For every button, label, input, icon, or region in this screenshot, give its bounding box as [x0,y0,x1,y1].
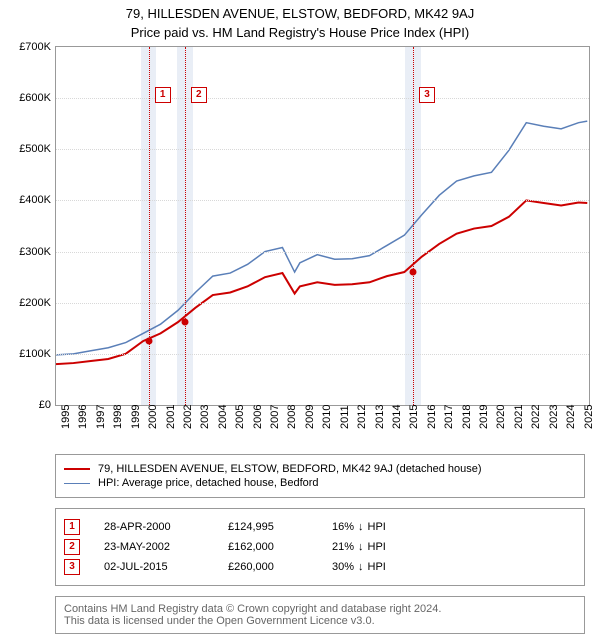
y-tick-label: £100K [1,348,51,360]
arrow-down-icon: ↓ [358,561,364,573]
gridline [56,200,589,201]
transaction-price: £260,000 [228,561,308,573]
y-tick-label: £0 [1,399,51,411]
transaction-point [410,269,417,276]
transaction-price: £162,000 [228,541,308,553]
x-tick-label: 2006 [252,405,264,429]
gridline [56,98,589,99]
x-tick-label: 2022 [530,405,542,429]
marker-badge: 3 [419,87,435,103]
marker-line [413,47,414,405]
legend-label: 79, HILLESDEN AVENUE, ELSTOW, BEDFORD, M… [98,463,482,475]
transaction-point [181,319,188,326]
x-tick-label: 1996 [77,405,89,429]
x-tick-label: 2018 [461,405,473,429]
legend-box: 79, HILLESDEN AVENUE, ELSTOW, BEDFORD, M… [55,454,585,498]
y-tick-label: £400K [1,194,51,206]
x-tick-label: 2000 [147,405,159,429]
transaction-badge: 3 [64,559,80,575]
x-tick-label: 2001 [165,405,177,429]
y-tick-label: £700K [1,41,51,53]
series-line-property [56,200,587,364]
chart-title-sub: Price paid vs. HM Land Registry's House … [0,25,600,40]
transactions-box: 1 28-APR-2000 £124,995 16% ↓ HPI 2 23-MAY-200… [55,508,585,586]
gridline [56,149,589,150]
delta-pct: 21% [332,541,354,553]
x-tick-label: 1999 [130,405,142,429]
delta-label: HPI [368,561,386,573]
transaction-delta: 21% ↓ HPI [332,541,386,553]
y-tick-label: £300K [1,246,51,258]
chart-titles: 79, HILLESDEN AVENUE, ELSTOW, BEDFORD, M… [0,6,600,40]
x-tick-label: 2019 [478,405,490,429]
gridline [56,252,589,253]
x-tick-label: 2020 [495,405,507,429]
x-tick-label: 2012 [356,405,368,429]
x-tick-label: 1998 [112,405,124,429]
y-tick-label: £500K [1,143,51,155]
legend-swatch [64,468,90,470]
series-line-hpi [56,121,587,355]
transaction-row: 1 28-APR-2000 £124,995 16% ↓ HPI [64,519,576,535]
x-tick-label: 2016 [426,405,438,429]
delta-label: HPI [368,521,386,533]
attribution-line-2: This data is licensed under the Open Gov… [64,615,576,627]
transaction-delta: 16% ↓ HPI [332,521,386,533]
x-tick-label: 2017 [443,405,455,429]
x-tick-label: 2023 [548,405,560,429]
transaction-row: 3 02-JUL-2015 £260,000 30% ↓ HPI [64,559,576,575]
x-tick-label: 2004 [217,405,229,429]
x-tick-label: 2013 [374,405,386,429]
transaction-price: £124,995 [228,521,308,533]
marker-line [149,47,150,405]
x-tick-label: 2015 [408,405,420,429]
x-tick-label: 2010 [321,405,333,429]
x-tick-label: 2024 [565,405,577,429]
transaction-badge: 1 [64,519,80,535]
transaction-badge: 2 [64,539,80,555]
x-tick-label: 2003 [199,405,211,429]
x-tick-label: 2014 [391,405,403,429]
x-tick-label: 2007 [269,405,281,429]
x-tick-label: 2011 [339,405,351,429]
marker-line [185,47,186,405]
delta-pct: 30% [332,561,354,573]
transaction-row: 2 23-MAY-2002 £162,000 21% ↓ HPI [64,539,576,555]
x-tick-label: 2021 [513,405,525,429]
legend-swatch [64,483,90,484]
transaction-point [145,338,152,345]
x-tick-label: 1995 [60,405,72,429]
x-tick-label: 2002 [182,405,194,429]
gridline [56,354,589,355]
transaction-date: 02-JUL-2015 [104,561,204,573]
attribution-line-1: Contains HM Land Registry data © Crown c… [64,603,576,615]
attribution-box: Contains HM Land Registry data © Crown c… [55,596,585,634]
gridline [56,303,589,304]
legend-label: HPI: Average price, detached house, Bedf… [98,477,319,489]
legend-row: HPI: Average price, detached house, Bedf… [64,477,576,489]
marker-badge: 2 [191,87,207,103]
legend-row: 79, HILLESDEN AVENUE, ELSTOW, BEDFORD, M… [64,463,576,475]
plot-area: £0£100K£200K£300K£400K£500K£600K£700K199… [55,46,590,406]
arrow-down-icon: ↓ [358,521,364,533]
y-tick-label: £200K [1,297,51,309]
x-tick-label: 2025 [583,405,595,429]
chart-lines [56,47,589,405]
delta-label: HPI [368,541,386,553]
y-tick-label: £600K [1,92,51,104]
marker-badge: 1 [155,87,171,103]
transaction-date: 23-MAY-2002 [104,541,204,553]
x-tick-label: 1997 [95,405,107,429]
transaction-date: 28-APR-2000 [104,521,204,533]
chart-container: 79, HILLESDEN AVENUE, ELSTOW, BEDFORD, M… [0,6,600,634]
transaction-delta: 30% ↓ HPI [332,561,386,573]
delta-pct: 16% [332,521,354,533]
chart-title-main: 79, HILLESDEN AVENUE, ELSTOW, BEDFORD, M… [0,6,600,21]
arrow-down-icon: ↓ [358,541,364,553]
x-tick-label: 2005 [234,405,246,429]
x-tick-label: 2008 [286,405,298,429]
x-tick-label: 2009 [304,405,316,429]
